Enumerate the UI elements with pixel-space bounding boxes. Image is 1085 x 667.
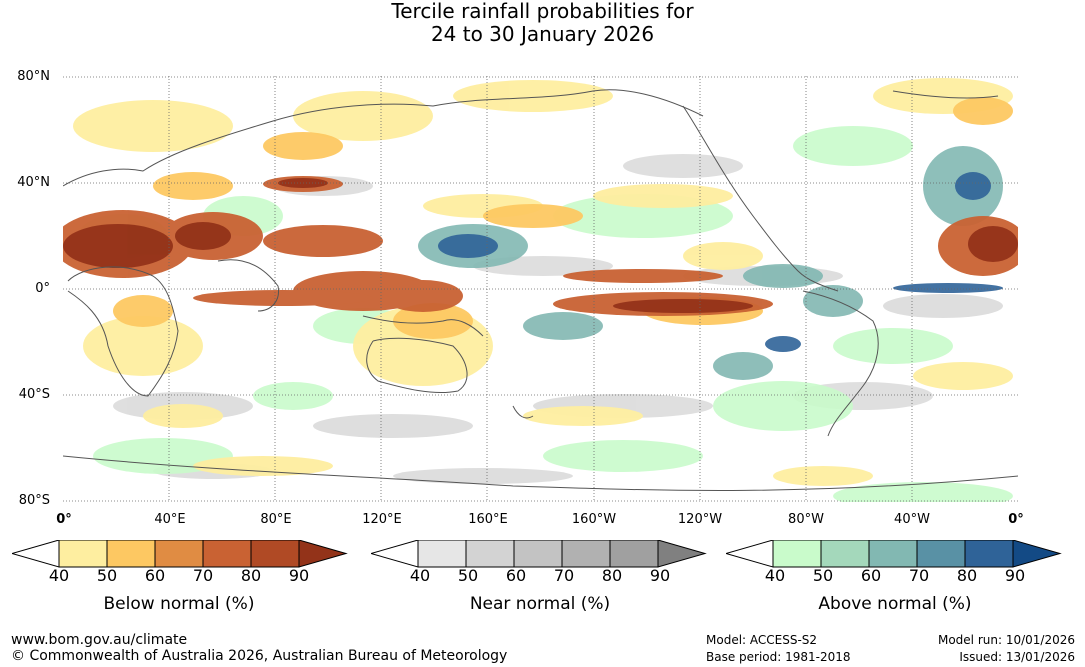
- lat-label-80n: 80°N: [17, 69, 50, 84]
- colorbar-segment: [609, 540, 659, 568]
- legend-tick: 70: [553, 566, 575, 585]
- footer-issued: Issued: 13/01/2026: [959, 650, 1075, 664]
- colorbar-segment: [916, 540, 966, 568]
- colorbar-segment: [561, 540, 611, 568]
- colorbar-below-normal: [12, 540, 348, 568]
- legend-tick: 70: [192, 566, 214, 585]
- colorbar-arrow-high: [657, 540, 707, 568]
- colorbar-arrow-high: [1012, 540, 1062, 568]
- lon-label-120w: 120°W: [677, 512, 723, 527]
- lon-label-80e: 80°E: [260, 512, 292, 527]
- colorbar-arrow-low: [726, 540, 774, 568]
- lon-label-160e: 160°E: [468, 512, 508, 527]
- legend-tick: 80: [601, 566, 623, 585]
- map-canvas: [63, 76, 1018, 502]
- colorbar-segment: [964, 540, 1014, 568]
- legend-tick: 40: [764, 566, 786, 585]
- footer-base-period: Base period: 1981-2018: [706, 650, 851, 664]
- below-normal-darkest: [63, 178, 1018, 313]
- legend-tick: 90: [1004, 566, 1026, 585]
- legend-near-normal: 40 50 60 70 80 90 Near normal (%): [371, 540, 711, 614]
- probability-map: [63, 76, 1018, 502]
- lon-label-0-right: 0°: [1008, 512, 1024, 527]
- lon-label-40w: 40°W: [894, 512, 930, 527]
- legend-tick: 70: [908, 566, 930, 585]
- colorbar-segment: [202, 540, 252, 568]
- colorbar-segment: [250, 540, 300, 568]
- lat-label-40s: 40°S: [18, 387, 50, 402]
- lon-label-120e: 120°E: [362, 512, 402, 527]
- legend-tick: 40: [409, 566, 431, 585]
- legend-title-below-normal: Below normal (%): [103, 594, 255, 614]
- colorbar-arrow-low: [371, 540, 419, 568]
- colorbar-above-normal: [726, 540, 1062, 568]
- colorbar-arrow-low: [12, 540, 60, 568]
- colorbar-segment: [154, 540, 204, 568]
- legend-tick: 40: [48, 566, 70, 585]
- colorbar-segment: [772, 540, 822, 568]
- colorbar-arrow-high: [298, 540, 348, 568]
- lon-label-0-left: 0°: [56, 512, 72, 527]
- title-line-2: 24 to 30 January 2026: [430, 22, 655, 46]
- legend-tick: 60: [860, 566, 882, 585]
- above-normal-dark: [438, 172, 1003, 352]
- colorbar-segment: [513, 540, 563, 568]
- lon-label-40e: 40°E: [154, 512, 186, 527]
- lat-label-40n: 40°N: [17, 175, 50, 190]
- legend-title-near-normal: Near normal (%): [469, 594, 611, 614]
- legend-tick: 90: [288, 566, 310, 585]
- legend-title-above-normal: Above normal (%): [818, 594, 972, 614]
- lon-label-160w: 160°W: [571, 512, 617, 527]
- footer-copyright: © Commonwealth of Australia 2026, Austra…: [11, 648, 508, 664]
- lon-label-80w: 80°W: [788, 512, 824, 527]
- colorbar-segment: [820, 540, 870, 568]
- colorbar-segment: [465, 540, 515, 568]
- legend-tick: 50: [812, 566, 834, 585]
- lat-label-80s: 80°S: [18, 493, 50, 508]
- footer-model-run: Model run: 10/01/2026: [937, 633, 1075, 647]
- lat-label-0: 0°: [35, 281, 50, 296]
- footer-website: www.bom.gov.au/climate: [11, 632, 188, 648]
- colorbar-segment: [106, 540, 156, 568]
- legend-tick: 50: [457, 566, 479, 585]
- legend-below-normal: 40 50 60 70 80 90 Below normal (%): [12, 540, 352, 614]
- gridlines: [63, 76, 1018, 502]
- map-title: Tercile rainfall probabilities for 24 to…: [0, 0, 1085, 46]
- legend-tick: 80: [956, 566, 978, 585]
- colorbar-near-normal: [371, 540, 707, 568]
- legend-above-normal: 40 50 60 70 80 90 Above normal (%): [726, 540, 1066, 614]
- legend-tick: 60: [144, 566, 166, 585]
- legend-tick: 60: [505, 566, 527, 585]
- legend-tick: 80: [240, 566, 262, 585]
- below-normal-light: [73, 78, 1013, 486]
- colorbar-segment: [417, 540, 467, 568]
- footer-model: Model: ACCESS-S2: [706, 633, 818, 647]
- colorbar-segment: [58, 540, 108, 568]
- legend-tick: 50: [96, 566, 118, 585]
- title-line-1: Tercile rainfall probabilities for: [391, 0, 694, 23]
- colorbar-segment: [868, 540, 918, 568]
- legend-tick: 90: [649, 566, 671, 585]
